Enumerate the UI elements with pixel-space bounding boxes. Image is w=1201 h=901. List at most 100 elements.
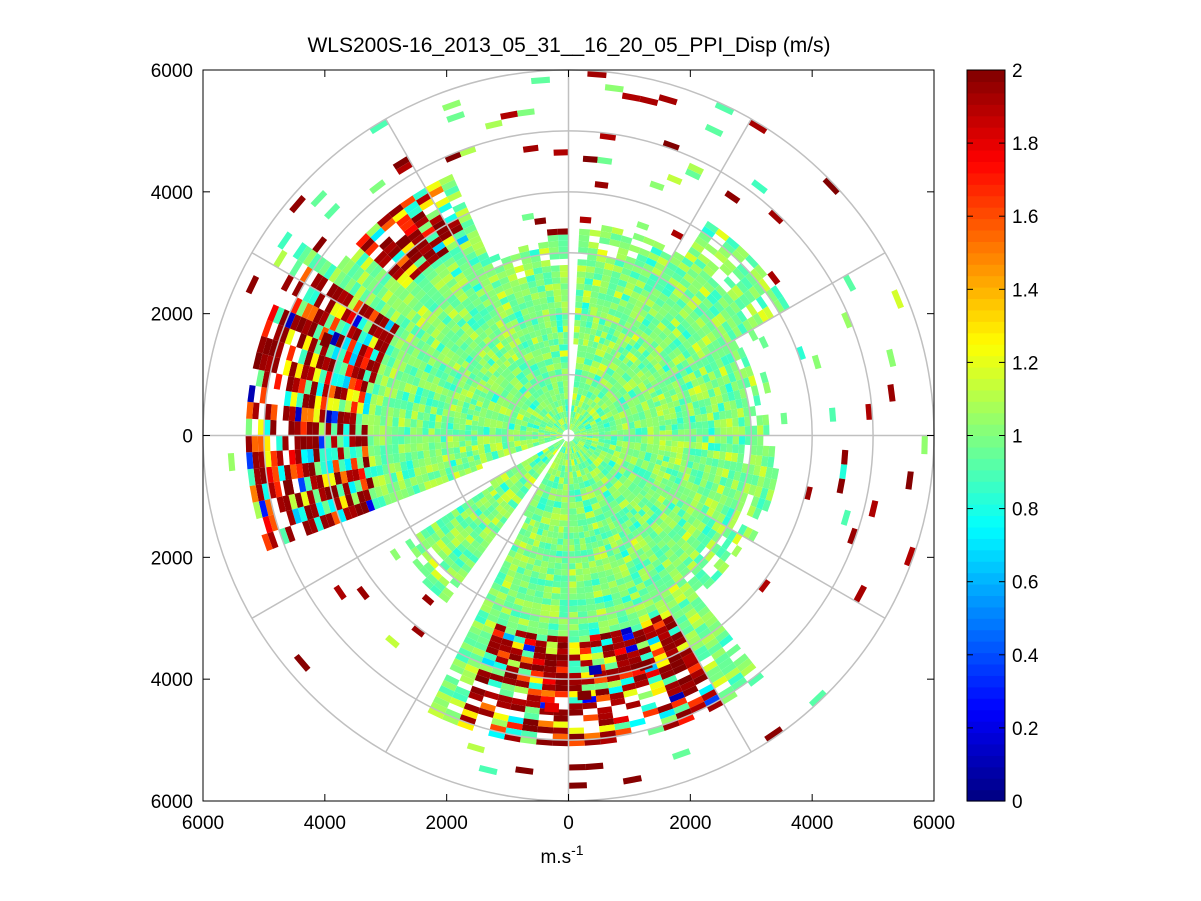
ppi-cell [600, 638, 613, 647]
ppi-cell [300, 449, 308, 464]
ppi-cell [670, 394, 679, 402]
ppi-cell [678, 429, 685, 436]
ppi-cell [664, 282, 676, 293]
ppi-cell [887, 384, 896, 402]
ppi-cell [368, 404, 376, 416]
ppi-cell [577, 476, 584, 484]
ppi-cell [442, 235, 456, 247]
ppi-cell [676, 508, 686, 518]
ppi-cell [726, 435, 733, 445]
ppi-cell [504, 382, 515, 393]
ppi-cell [593, 590, 603, 598]
ppi-cell [640, 651, 654, 662]
ppi-cell [558, 526, 564, 533]
ppi-cell [514, 440, 521, 447]
colorbar-strip [967, 149, 1005, 162]
ppi-cell [602, 594, 613, 603]
ppi-cell [532, 298, 541, 306]
ppi-cell [362, 306, 375, 320]
ppi-cell [558, 630, 569, 637]
ppi-cell [379, 236, 394, 251]
ppi-cell [330, 423, 338, 436]
ppi-cell [261, 319, 273, 338]
ppi-cell [701, 345, 711, 357]
ppi-cell [665, 430, 673, 436]
ppi-cell [657, 256, 669, 267]
ppi-cell [568, 636, 580, 643]
ppi-cell [419, 565, 431, 578]
ppi-cell [286, 509, 297, 526]
ppi-cell [463, 636, 477, 647]
ppi-cell [337, 447, 345, 460]
ppi-cell [361, 435, 368, 447]
colorbar-strip [967, 104, 1005, 117]
ppi-cell [294, 492, 304, 508]
ppi-cell [446, 374, 455, 384]
ppi-cell [711, 339, 722, 351]
ppi-cell [681, 256, 694, 268]
ppi-cell [546, 296, 555, 304]
ppi-cell [586, 430, 593, 434]
ppi-cell [650, 379, 659, 387]
ppi-cell [646, 417, 654, 428]
ppi-cell [577, 611, 588, 618]
ppi-cell [551, 593, 561, 600]
ppi-cell [614, 310, 623, 319]
ppi-cell [407, 468, 416, 479]
ppi-cell [524, 268, 535, 277]
ppi-cell [687, 284, 699, 296]
ppi-cell [629, 500, 638, 508]
ppi-cell [661, 403, 669, 411]
ppi-cell [478, 707, 495, 718]
ppi-cell [315, 276, 329, 293]
ppi-cell [591, 652, 604, 660]
ppi-cell [466, 742, 485, 754]
ppi-cell [373, 435, 380, 446]
ppi-cell [600, 476, 610, 485]
ppi-cell [588, 334, 596, 342]
ppi-cell [362, 456, 370, 468]
ppi-cell [627, 378, 638, 389]
ppi-cell [597, 391, 606, 400]
ppi-cell [617, 279, 628, 288]
ppi-cell [471, 435, 478, 441]
ppi-cell [282, 405, 290, 421]
ppi-cell [642, 598, 655, 608]
ppi-cell [405, 309, 417, 321]
ppi-cell [564, 447, 568, 454]
ppi-cell [318, 326, 330, 342]
ppi-cell [663, 516, 673, 526]
ppi-cell [309, 352, 320, 368]
ppi-cell [589, 366, 599, 375]
ppi-cell [450, 527, 460, 538]
ppi-cell [429, 449, 437, 458]
ppi-cell [507, 498, 519, 510]
ppi-cell [369, 348, 380, 362]
ppi-cell [398, 417, 405, 427]
ppi-cell [713, 419, 721, 428]
ppi-cell [543, 665, 557, 673]
ppi-cell [461, 457, 469, 464]
ppi-cell [592, 547, 600, 555]
ppi-cell [524, 638, 537, 647]
ppi-cell [526, 626, 538, 635]
ppi-cell [350, 365, 360, 379]
ppi-cell [636, 336, 646, 346]
ppi-cell [731, 545, 743, 558]
ppi-cell [440, 428, 447, 436]
ppi-cell [479, 366, 488, 375]
ppi-cell [649, 366, 658, 375]
ppi-cell [540, 535, 547, 543]
ppi-cell [550, 447, 557, 454]
ppi-cell [574, 431, 581, 435]
ppi-cell [464, 663, 479, 675]
ppi-cell [495, 350, 504, 359]
ppi-cell [580, 455, 587, 462]
ppi-cell [550, 605, 560, 612]
ppi-cell [720, 443, 727, 453]
ppi-cell [624, 519, 633, 528]
ppi-cell [446, 429, 453, 436]
colorbar-strip [967, 583, 1005, 596]
ppi-cell [610, 425, 617, 431]
ppi-cell [701, 514, 711, 526]
